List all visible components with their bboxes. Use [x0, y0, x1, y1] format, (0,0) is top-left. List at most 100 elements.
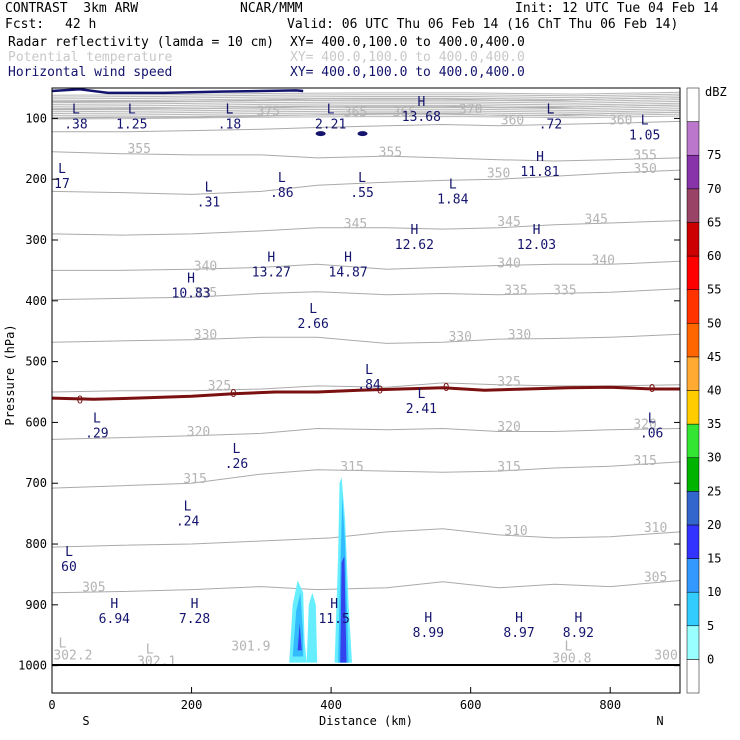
colorbar-swatch: [686, 591, 700, 627]
colorbar-tick-label: 45: [707, 350, 721, 364]
theta-label: 310: [504, 524, 527, 539]
theta-label: 370: [459, 103, 482, 118]
theta-label: 365: [393, 106, 416, 121]
wind-extremum-value: .26: [225, 457, 248, 472]
colorbar-tick-label: 35: [707, 417, 721, 431]
wind-extremum-letter: H: [110, 597, 118, 612]
wind-extremum-letter: L: [547, 103, 555, 118]
wind-extremum-value: 14.87: [329, 265, 368, 280]
theta-label: 360: [501, 113, 524, 128]
theta-label: 360: [609, 113, 632, 128]
colorbar-swatch: [686, 625, 700, 660]
wind-extremum-letter: H: [187, 272, 195, 287]
wind-extremum-letter: H: [417, 95, 425, 110]
colorbar-swatch: [686, 423, 700, 458]
theta-band-line: [51, 99, 681, 104]
colorbar-swatch: [686, 356, 700, 391]
wind-extremum-letter: L: [365, 363, 373, 378]
freezing-level-label: 0: [77, 393, 84, 406]
theta-label: 320: [497, 420, 520, 435]
theta-label: 355: [633, 149, 656, 164]
wind-extremum-letter: L: [278, 171, 286, 186]
wind-extremum-letter: L: [358, 171, 366, 186]
theta-label: L: [59, 636, 67, 651]
x-tick-label: 200: [181, 698, 203, 712]
theta-band-line: [51, 100, 681, 105]
theta-label: 302.2: [53, 649, 92, 664]
freezing-level-line: [51, 385, 680, 401]
theta-label: 340: [194, 259, 217, 274]
wind-extremum-value: 8.92: [563, 626, 594, 641]
reflectivity-cell: [306, 592, 318, 663]
theta-contour-315: [51, 461, 681, 489]
theta-label: 325: [497, 375, 520, 390]
wind-extremum-value: 1.05: [629, 128, 660, 143]
y-tick-label: 600: [25, 415, 47, 429]
wind-extremum-value: .29: [85, 426, 108, 441]
wind-blob: [357, 131, 368, 137]
theta-label: 320: [187, 425, 210, 440]
wind-extremum-value: 11.5: [318, 612, 349, 627]
theta-band-line: [51, 102, 681, 107]
colorbar-swatch: [686, 222, 700, 257]
theta-label: 305: [644, 571, 667, 586]
wind-extremum-value: 7.28: [179, 612, 210, 627]
wind-extremum-letter: L: [128, 103, 136, 118]
theta-label: 345: [497, 215, 520, 230]
colorbar-tick-label: 40: [707, 384, 721, 398]
wind-extremum-value: 1.84: [437, 192, 468, 207]
theta-label: L: [146, 642, 154, 657]
wind-extremum-value: .72: [539, 118, 562, 133]
wind-extremum-letter: L: [641, 113, 649, 128]
x-axis: 0 200 400 600 800: [48, 687, 621, 712]
wind-extremum-letter: L: [58, 162, 66, 177]
tropopause-wind-line: [51, 87, 304, 95]
wind-extremum-letter: L: [327, 103, 335, 118]
colorbar-tick-label: 10: [707, 585, 721, 599]
colorbar-tick-label: 20: [707, 518, 721, 532]
theta-label: 315: [633, 454, 656, 469]
wind-extremum-letter: H: [574, 611, 582, 626]
field-theta-xy: XY= 400.0,100.0 to 400.0,400.0: [290, 50, 525, 65]
y-tick-label: 700: [25, 476, 47, 490]
theta-band-line: [51, 108, 681, 113]
wind-extremum-value: 12.03: [517, 238, 556, 253]
wind-extremum-value: 10.83: [172, 287, 211, 302]
y-axis-label: Pressure (hPa): [3, 324, 17, 425]
colorbar-swatch: [686, 457, 700, 492]
theta-label: 315: [340, 460, 363, 475]
colorbar-tick-label: 15: [707, 552, 721, 566]
theta-label: 325: [208, 379, 231, 394]
valid-time: Valid: 06 UTC Thu 06 Feb 14 (16 ChT Thu …: [287, 17, 679, 32]
field-theta-name: Potential temperature: [8, 50, 173, 65]
theta-label: L: [564, 639, 572, 654]
colorbar-tick-label: 65: [707, 215, 721, 229]
y-tick-label: 800: [25, 537, 47, 551]
colorbar-tick-label: 30: [707, 451, 721, 465]
model-name: CONTRAST 3km ARW: [5, 1, 139, 16]
wind-extremum-letter: L: [72, 103, 80, 118]
theta-band-line: [51, 95, 681, 100]
wind-extremum-value: 8.99: [413, 626, 444, 641]
wind-extremum-letter: H: [410, 223, 418, 238]
wind-extremum-value: 2.41: [406, 402, 437, 417]
freezing-level-label: 0: [649, 382, 656, 395]
theta-band-line: [51, 115, 681, 120]
wind-extremum-letter: H: [533, 223, 541, 238]
field-reflectivity-name: Radar reflectivity (lamda = 10 cm): [8, 35, 275, 50]
theta-band-line: [51, 97, 681, 102]
theta-label: 345: [344, 217, 367, 232]
theta-band-line: [51, 111, 681, 116]
theta-label: 340: [592, 253, 615, 268]
theta-label: 300: [654, 649, 677, 664]
wind-extremum-letter: L: [93, 411, 101, 426]
colorbar-swatch: [686, 87, 700, 122]
wind-extremum-value: 12.62: [395, 238, 434, 253]
x-tick-label: 400: [320, 698, 342, 712]
y-tick-label: 400: [25, 294, 47, 308]
colorbar-unit: dBZ: [705, 85, 727, 99]
theta-contour-335: [51, 288, 681, 301]
theta-band-line: [51, 93, 681, 98]
y-tick-label: 500: [25, 355, 47, 369]
